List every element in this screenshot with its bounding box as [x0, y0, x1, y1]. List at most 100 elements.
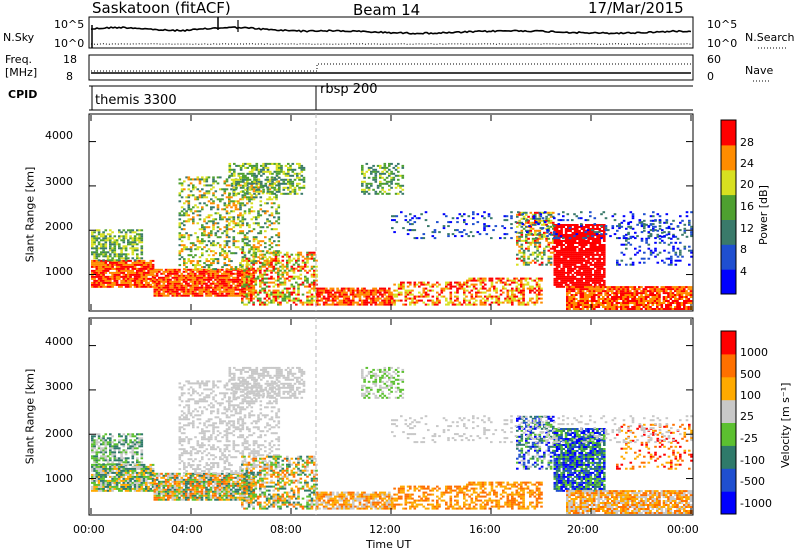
power-cell — [207, 292, 211, 295]
date-title: 17/Mar/2015 — [588, 0, 684, 17]
power-cell — [164, 286, 168, 289]
power-cell — [520, 255, 524, 258]
power-cell — [180, 274, 184, 277]
power-cell — [558, 261, 561, 264]
power-cell — [270, 271, 273, 274]
power-cell — [502, 277, 505, 280]
power-cell — [567, 230, 570, 232]
power-cell — [264, 230, 267, 233]
power-cell — [198, 178, 202, 181]
power-cell — [214, 294, 217, 297]
power-cell — [266, 218, 269, 221]
power-cell — [553, 279, 557, 282]
power-cell — [598, 253, 602, 256]
power-cell — [486, 289, 489, 292]
power-cell — [529, 291, 532, 294]
power-cell — [524, 279, 528, 282]
power-cell — [558, 226, 561, 228]
power-cell — [399, 174, 402, 177]
power-cell — [527, 215, 530, 218]
power-cell — [225, 212, 229, 215]
power-cell — [106, 233, 110, 236]
power-cell — [164, 288, 168, 291]
power-cell — [136, 273, 139, 276]
power-cell — [232, 220, 236, 223]
power-cell — [162, 284, 166, 287]
power-cell — [205, 264, 209, 267]
power-cell — [201, 266, 204, 269]
power-cell — [479, 281, 483, 284]
power-cell — [379, 176, 382, 179]
power-cell — [460, 303, 464, 306]
power-cell — [127, 271, 130, 274]
power-cell — [194, 210, 197, 213]
power-cell — [212, 220, 215, 223]
power-cell — [531, 227, 535, 230]
power-cell — [516, 253, 519, 256]
power-cell — [522, 215, 526, 218]
power-cell — [298, 162, 301, 165]
power-cell — [671, 308, 675, 310]
power-cell — [236, 278, 240, 281]
power-cell — [538, 245, 542, 248]
power-cell — [225, 218, 229, 221]
power-cell — [209, 284, 213, 287]
power-cell — [525, 211, 528, 214]
power-cell — [194, 276, 197, 279]
power-cell — [516, 235, 519, 238]
power-cell — [252, 244, 256, 247]
power-cell — [580, 281, 584, 284]
power-cell — [214, 276, 217, 279]
power-cell — [259, 283, 262, 286]
power-cell — [95, 279, 99, 282]
power-cell — [356, 301, 360, 304]
power-cell — [626, 294, 630, 296]
power-cell — [91, 277, 94, 280]
power-cell — [613, 298, 616, 300]
power-cell — [236, 288, 240, 291]
power-cell — [372, 291, 375, 294]
power-cell — [221, 198, 224, 201]
power-cell — [129, 281, 132, 284]
power-cell — [300, 164, 304, 167]
power-cell — [131, 265, 135, 268]
power-cell — [629, 290, 632, 293]
power-cell — [365, 162, 369, 165]
power-cell — [298, 186, 301, 189]
power-cell — [374, 301, 378, 304]
power-cell — [207, 286, 211, 289]
power-cell — [288, 269, 291, 272]
power-cell — [219, 254, 222, 257]
power-cell — [183, 188, 186, 191]
power-cell — [241, 259, 244, 262]
power-cell — [113, 273, 117, 276]
power-cell — [585, 277, 588, 280]
power-cell — [180, 184, 184, 187]
power-cell — [525, 241, 528, 244]
power-cell — [518, 257, 521, 260]
power-cell — [553, 259, 557, 262]
power-cell — [513, 293, 516, 296]
power-cell — [241, 248, 245, 251]
power-cell — [584, 306, 587, 308]
power-cell — [124, 277, 128, 280]
power-cell — [115, 279, 119, 282]
power-cell — [200, 268, 204, 271]
power-cell — [100, 261, 103, 264]
power-cell — [297, 299, 300, 302]
power-cell — [263, 297, 267, 300]
power-cell — [242, 190, 245, 193]
power-cell — [102, 243, 105, 246]
power-cell — [225, 244, 229, 247]
power-cell — [278, 172, 281, 175]
power-cell — [531, 279, 534, 282]
power-cell — [252, 301, 255, 304]
power-cell — [138, 275, 141, 278]
power-cell — [158, 292, 161, 295]
power-cell — [280, 178, 283, 181]
power-cell — [266, 180, 270, 183]
power-cell — [95, 275, 99, 278]
power-cell — [241, 264, 245, 267]
power-scatter-data — [91, 162, 693, 310]
power-cell — [649, 290, 652, 293]
